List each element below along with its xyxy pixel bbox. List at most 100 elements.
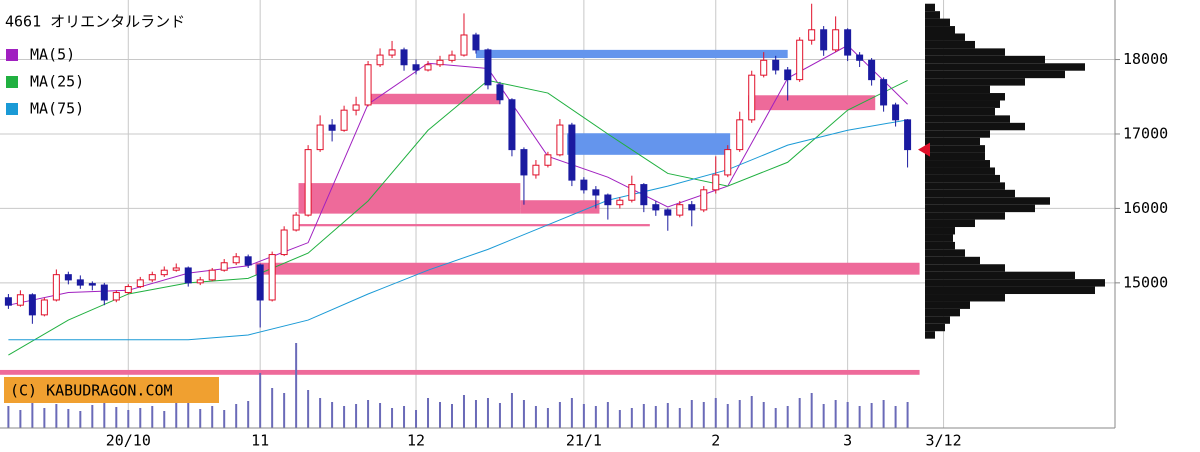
candle-body [352,104,360,111]
last-price-marker [918,142,930,157]
y-tick-label: 16000 [1123,199,1168,217]
candle-body [748,74,756,121]
volume-profile-bar [925,323,945,332]
price-zone [475,49,788,59]
volume-profile-bar [925,130,990,138]
volume-profile-bar [925,182,1005,190]
volume-profile-bar [925,107,995,116]
volume-bar [19,410,22,428]
volume-bar [91,405,94,428]
candle-body [88,283,96,286]
candle-body [580,179,588,191]
volume-profile-bar [925,212,1005,220]
legend-label: MA(75) [30,100,84,118]
candle-body [400,49,408,66]
candle-body [760,59,768,76]
volume-bar [211,406,214,428]
candle-body [136,279,144,288]
volume-bar [810,393,813,428]
candle-body [316,124,324,151]
candle-body [388,49,396,56]
volume-bar [115,407,118,428]
volume-bar [870,403,873,428]
volume-bar [259,373,262,428]
price-zone [368,93,500,105]
candle-body [628,184,636,201]
candle-body [16,294,24,306]
volume-bar [415,410,418,428]
candle-body [256,264,264,301]
volume-bar [606,402,609,428]
volume-profile-bar [925,219,975,228]
volume-bar [594,406,597,428]
volume-bar [882,400,885,428]
volume-profile-bar [925,264,1005,272]
volume-bar [343,406,346,428]
volume-bar [486,398,489,428]
candle-body [340,109,348,131]
candle-body [700,189,708,211]
legend-swatch [6,76,18,88]
price-zone [298,224,650,227]
volume-bar [307,390,310,428]
volume-bar [894,406,897,428]
candle-body [28,294,36,316]
volume-profile-bar [925,26,955,34]
candle-body [772,59,780,71]
candle-body [40,299,48,316]
candle-body [484,49,492,86]
volume-bar [726,404,729,428]
volume-bar [642,404,645,428]
volume-bar [462,395,465,428]
volume-bar [163,411,166,428]
volume-bar [654,406,657,428]
candle-body [244,256,252,266]
candle-body [796,39,804,81]
credit: (C) KABUDRAGON.COM [10,382,173,400]
x-tick-label: 3/12 [925,432,961,450]
volume-bar [319,398,322,428]
volume-bar [798,398,801,428]
volume-bar [510,393,513,428]
candle-body [208,269,216,281]
volume-profile-bar [925,271,1075,280]
candle-body [856,54,864,61]
volume-bar [450,404,453,428]
volume-profile-bar [925,308,960,317]
volume-profile-bar [925,301,970,309]
overlay-layer: 4661 オリエンタルランド (C) KABUDRAGON.COM 15000 1… [0,0,1168,450]
volume-bar [403,406,406,428]
volume-profile-bar [925,189,1015,198]
candle-body [676,204,684,216]
candle-body [376,54,384,66]
candle-body [76,279,84,286]
volume-profile-bar [925,167,995,175]
volume-profile-bar [925,331,935,339]
candle-body [556,124,564,156]
candle-body [808,29,816,41]
x-tick-label: 21/1 [566,432,602,450]
volume-profile-bar [925,197,1050,205]
candle-body [124,286,132,294]
candle-body [328,124,336,131]
volume-profile-bar [925,122,1025,131]
candle-body [532,164,540,176]
candle-body [292,214,300,231]
credit-badge [4,377,219,403]
candle-body [424,64,432,71]
plot-layer [0,0,1115,428]
volume-profile-bar [925,18,950,27]
candle-body [604,194,612,206]
ma-line [8,79,908,356]
candle-body [544,154,552,166]
volume-profile-bar [925,145,985,153]
candle-body [472,34,480,51]
volume-bar [439,402,442,428]
candle-body [160,269,168,276]
volume-bar [391,408,394,428]
volume-bar [570,398,573,428]
volume-profile-bar [925,316,950,324]
volume-profile-bar [925,152,985,161]
volume-bar [846,402,849,428]
